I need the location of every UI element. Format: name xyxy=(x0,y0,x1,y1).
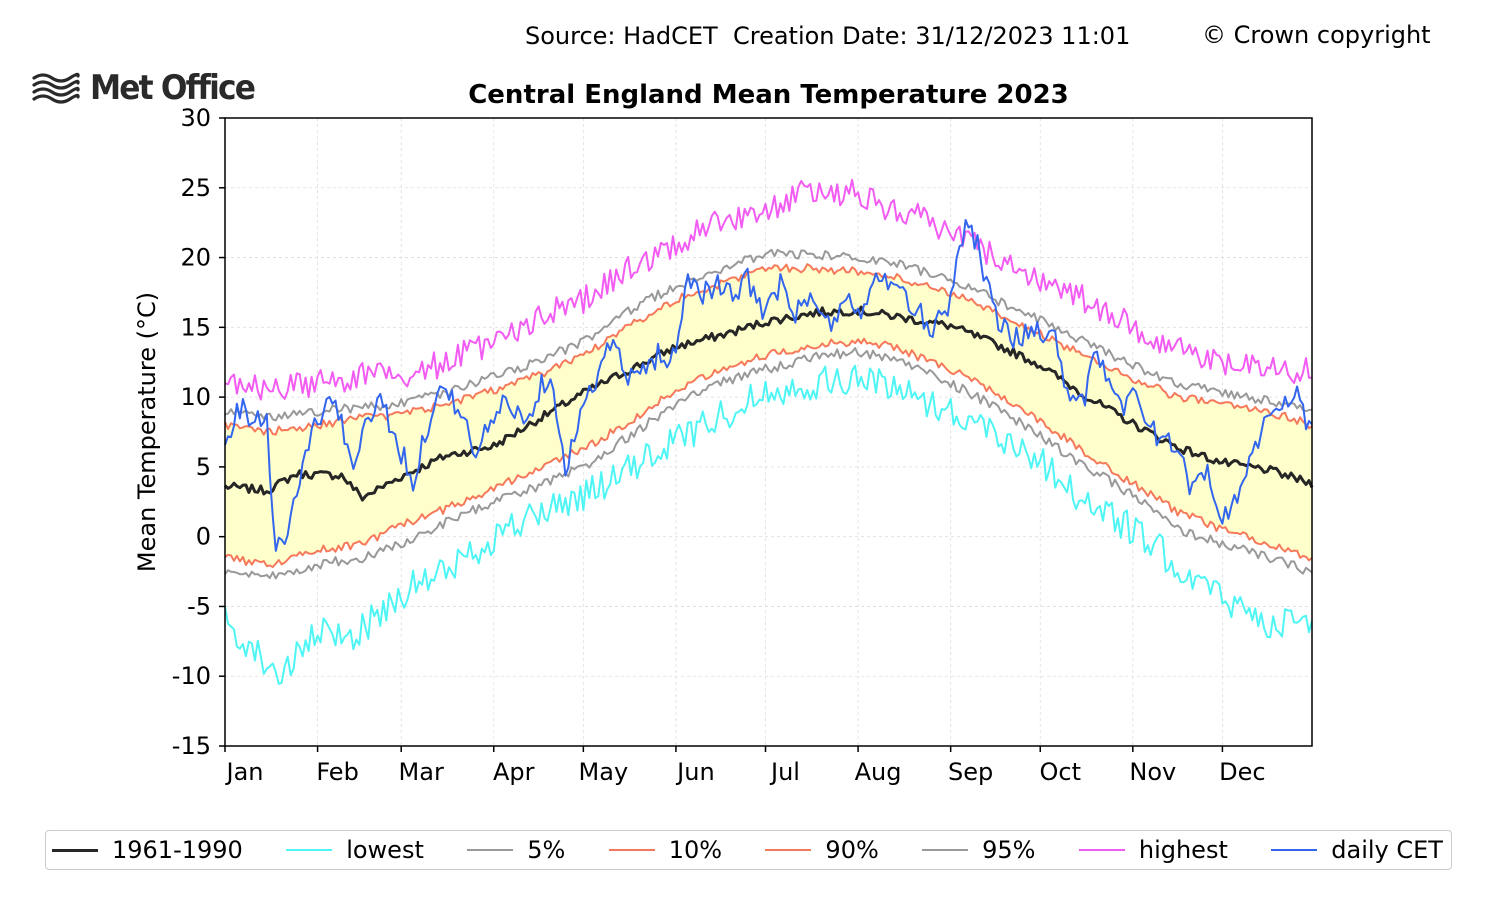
legend-label: 1961-1990 xyxy=(112,836,243,864)
y-axis-label: Mean Temperature (°C) xyxy=(133,292,161,572)
y-tick-label: -10 xyxy=(172,662,211,690)
y-tick-label: -15 xyxy=(172,732,211,760)
x-tick-label: Jan xyxy=(225,758,264,786)
x-tick-label: Jul xyxy=(769,758,800,786)
series-line-highest xyxy=(224,178,1312,401)
x-tick-label: Dec xyxy=(1219,758,1265,786)
y-tick-label: -5 xyxy=(187,592,211,620)
legend-swatch xyxy=(1271,849,1318,851)
legend-label: lowest xyxy=(346,836,424,864)
series-line-5- xyxy=(224,347,1313,580)
y-tick-label: 20 xyxy=(180,244,211,272)
x-tick-label: Apr xyxy=(493,758,535,786)
met-office-logo: Met Office xyxy=(30,66,268,110)
legend-label: 90% xyxy=(825,836,879,864)
legend-swatch xyxy=(922,849,969,851)
legend-label: daily CET xyxy=(1331,836,1443,864)
legend-item: 90% xyxy=(765,836,879,864)
legend-item: lowest xyxy=(286,836,424,864)
series-lines xyxy=(223,178,1314,685)
legend-swatch xyxy=(608,849,655,851)
legend-label: 10% xyxy=(668,836,723,864)
x-tick-label: Oct xyxy=(1040,758,1082,786)
x-tick-label: Feb xyxy=(316,758,359,786)
x-tick-label: Mar xyxy=(399,758,444,786)
series-line-10- xyxy=(224,337,1313,568)
met-office-waves-icon xyxy=(32,72,80,104)
legend-item: highest xyxy=(1078,836,1228,864)
y-tick-label: 5 xyxy=(196,453,211,481)
y-tick-label: 15 xyxy=(180,313,211,341)
y-tick-label: 10 xyxy=(180,383,211,411)
series-line-90- xyxy=(224,263,1313,436)
legend-item: 10% xyxy=(608,836,723,864)
legend-swatch xyxy=(765,849,812,851)
y-tick-label: 25 xyxy=(180,174,211,202)
legend-swatch xyxy=(1078,849,1125,851)
legend-label: highest xyxy=(1138,836,1228,864)
x-tick-label: Sep xyxy=(948,758,993,786)
series-line-daily-cet xyxy=(224,219,1313,552)
series-line-95- xyxy=(224,248,1313,422)
legend-item: 95% xyxy=(922,836,1035,864)
legend-swatch xyxy=(52,848,98,852)
x-tick-label: May xyxy=(579,758,629,786)
legend-label: 5% xyxy=(527,836,566,864)
legend-label: 95% xyxy=(982,836,1036,864)
x-tick-label: Aug xyxy=(855,758,902,786)
y-tick-label: 30 xyxy=(180,104,211,132)
y-tick-label: 0 xyxy=(196,523,211,551)
legend-swatch xyxy=(286,849,333,851)
legend-item: daily CET xyxy=(1271,836,1443,864)
plot-frame xyxy=(224,117,1313,747)
chart-legend: 1961-1990 lowest 5% 10% 90% 95% highest daily C… xyxy=(45,830,1452,870)
logo-text: Met Office xyxy=(90,68,256,108)
legend-item: 5% xyxy=(467,836,565,864)
series-line-lowest xyxy=(224,364,1313,685)
legend-swatch xyxy=(467,849,514,851)
source-caption: Source: HadCET Creation Date: 31/12/2023… xyxy=(525,22,1131,50)
legend-item: 1961-1990 xyxy=(52,836,243,864)
copyright-notice: © Crown copyright xyxy=(1202,21,1431,49)
x-tick-label: Jun xyxy=(675,758,715,786)
axes: -15 -10 -5 0 5 10 15 20 25 30 Jan Feb Mar Apr May Jun Ju… xyxy=(172,104,1266,786)
chart-title: Central England Mean Temperature 2023 xyxy=(468,80,1069,110)
x-tick-label: Nov xyxy=(1129,758,1176,786)
